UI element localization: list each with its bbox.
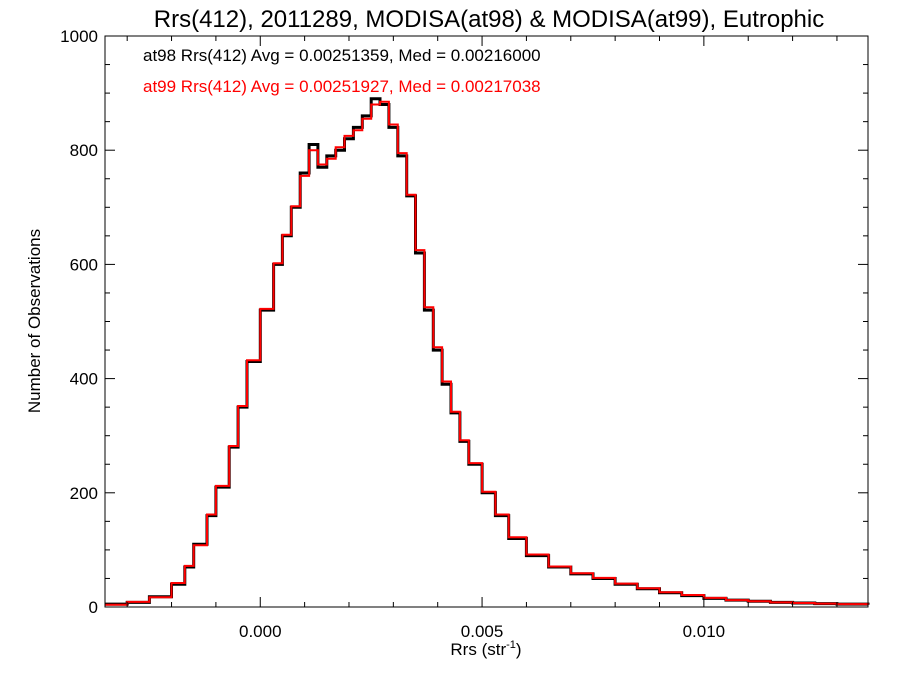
y-axis-label: Number of Observations bbox=[25, 229, 44, 413]
plot-frame bbox=[104, 35, 869, 608]
y-tick-label: 800 bbox=[70, 141, 98, 160]
x-axis-ticks: 0.000 0.005 0.010 bbox=[126, 36, 838, 641]
y-tick-label: 400 bbox=[70, 370, 98, 389]
y-tick-label: 200 bbox=[70, 484, 98, 503]
y-tick-label: 0 bbox=[89, 598, 98, 617]
y-tick-label: 600 bbox=[70, 255, 98, 274]
series-layer bbox=[105, 97, 870, 606]
x-axis-label: Rrs (str-1) bbox=[450, 639, 521, 659]
x-tick-label: 0.010 bbox=[683, 622, 726, 641]
x-tick-label: 0.005 bbox=[461, 622, 504, 641]
chart-title: Rrs(412), 2011289, MODISA(at98) & MODISA… bbox=[154, 6, 825, 33]
x-tick-label: 0.000 bbox=[239, 622, 282, 641]
x-axis-label-superscript: -1 bbox=[506, 639, 516, 651]
histogram-series-1 bbox=[105, 97, 870, 606]
x-axis-label-main: Rrs (str bbox=[450, 640, 506, 659]
annotation-at98: at98 Rrs(412) Avg = 0.00251359, Med = 0.… bbox=[143, 46, 541, 65]
histogram-series-2 bbox=[105, 100, 869, 606]
x-axis-label-tail: ) bbox=[516, 640, 522, 659]
y-axis-ticks: 0 200 400 600 800 1000 bbox=[60, 27, 868, 617]
annotation-at99: at99 Rrs(412) Avg = 0.00251927, Med = 0.… bbox=[143, 77, 541, 96]
y-tick-label: 1000 bbox=[60, 27, 98, 46]
